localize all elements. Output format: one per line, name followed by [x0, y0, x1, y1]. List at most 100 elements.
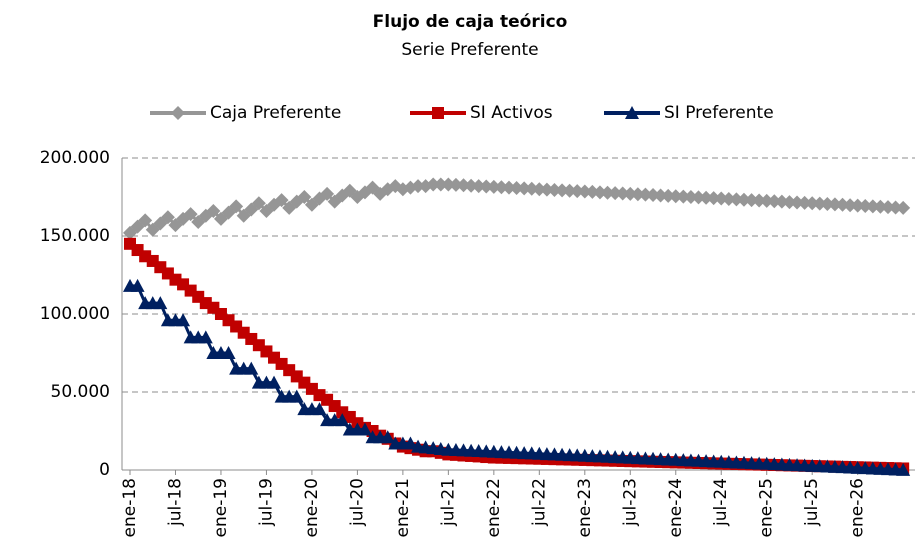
point	[683, 190, 698, 204]
point	[638, 187, 653, 202]
point	[699, 190, 714, 205]
y-tick-label: 150.000	[40, 226, 110, 246]
point	[843, 198, 858, 213]
point	[835, 197, 850, 212]
point	[297, 190, 312, 204]
point	[729, 192, 744, 207]
point	[790, 195, 805, 210]
y-tick-label: 200.000	[40, 148, 110, 168]
x-tick-label: jul-19	[256, 478, 276, 527]
legend-marker	[432, 107, 444, 119]
point	[289, 389, 304, 403]
point	[509, 181, 524, 196]
x-tick-label: ene-23	[575, 478, 595, 537]
legend-label: SI Preferente	[664, 103, 774, 123]
point	[153, 296, 168, 310]
point	[494, 180, 509, 195]
point	[691, 190, 706, 205]
point	[752, 193, 767, 208]
point	[827, 197, 842, 212]
point	[244, 361, 259, 375]
point	[524, 181, 539, 196]
point	[888, 200, 903, 215]
x-tick-label: ene-26	[848, 478, 868, 537]
point	[433, 177, 448, 192]
y-tick-label: 100.000	[40, 304, 110, 324]
y-tick-label: 0	[99, 460, 110, 480]
point	[335, 413, 350, 427]
point	[131, 244, 144, 257]
series-line	[129, 242, 904, 470]
point	[820, 197, 835, 212]
point	[206, 204, 221, 219]
point	[623, 186, 638, 201]
point	[562, 183, 577, 198]
point	[176, 313, 191, 327]
legend-marker	[171, 106, 185, 120]
chart-title: Flujo de caja teórico	[373, 12, 568, 32]
point	[865, 199, 880, 214]
point	[403, 436, 418, 450]
point	[577, 184, 592, 199]
point	[668, 189, 683, 204]
point	[676, 189, 691, 204]
point	[767, 194, 782, 209]
point	[805, 196, 820, 211]
point	[797, 195, 812, 210]
chart-subtitle: Serie Preferente	[401, 40, 538, 60]
point	[252, 339, 265, 352]
point	[592, 185, 607, 200]
point	[570, 184, 585, 199]
point	[615, 186, 630, 201]
x-tick-label: ene-19	[211, 478, 231, 537]
point	[850, 198, 865, 213]
point	[320, 186, 335, 201]
x-tick-label: jul-25	[802, 478, 822, 527]
point	[600, 185, 615, 200]
point	[661, 188, 676, 203]
point	[221, 346, 236, 359]
point	[130, 278, 145, 292]
point	[736, 192, 751, 207]
x-tick-label: jul-22	[529, 478, 549, 527]
point	[464, 178, 479, 193]
point	[517, 181, 532, 196]
point	[486, 179, 501, 194]
point	[896, 462, 911, 476]
x-tick-label: jul-23	[620, 478, 640, 527]
point	[759, 193, 774, 208]
point	[881, 200, 895, 215]
x-tick-label: ene-24	[666, 478, 686, 537]
point	[380, 430, 395, 444]
point	[873, 199, 888, 214]
legend-label: Caja Preferente	[210, 103, 341, 123]
point	[267, 375, 282, 389]
point	[502, 180, 516, 195]
x-tick-label: jul-18	[165, 478, 185, 527]
point	[160, 210, 175, 225]
x-tick-label: ene-22	[484, 478, 504, 537]
x-tick-label: jul-20	[347, 478, 367, 527]
x-tick-label: jul-21	[438, 478, 458, 527]
point	[858, 198, 873, 213]
point	[251, 196, 266, 211]
point	[782, 195, 797, 210]
x-tick-label: ene-20	[302, 478, 322, 537]
y-tick-label: 50.000	[51, 382, 110, 402]
point	[274, 193, 289, 208]
point	[896, 200, 911, 215]
point	[411, 179, 426, 194]
legend-marker	[625, 106, 639, 119]
point	[479, 179, 494, 194]
point	[532, 182, 547, 197]
point	[312, 402, 327, 416]
point	[229, 199, 244, 214]
point	[539, 182, 554, 197]
point	[183, 207, 198, 222]
point	[547, 182, 562, 197]
point	[441, 177, 456, 192]
point	[471, 179, 486, 194]
point	[357, 422, 372, 436]
x-tick-label: ene-25	[757, 478, 777, 537]
